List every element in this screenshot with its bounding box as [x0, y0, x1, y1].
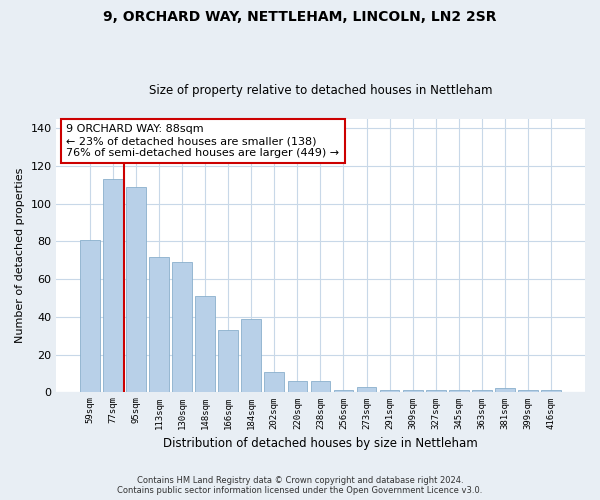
Bar — [449, 390, 469, 392]
Bar — [241, 319, 261, 392]
Bar — [426, 390, 446, 392]
Bar — [495, 388, 515, 392]
Bar — [149, 256, 169, 392]
Bar — [403, 390, 422, 392]
Bar — [541, 390, 561, 392]
Bar — [126, 187, 146, 392]
Bar — [472, 390, 492, 392]
Text: 9, ORCHARD WAY, NETTLEHAM, LINCOLN, LN2 2SR: 9, ORCHARD WAY, NETTLEHAM, LINCOLN, LN2 … — [103, 10, 497, 24]
Bar — [518, 390, 538, 392]
Bar — [218, 330, 238, 392]
X-axis label: Distribution of detached houses by size in Nettleham: Distribution of detached houses by size … — [163, 437, 478, 450]
Bar — [103, 180, 122, 392]
Bar — [172, 262, 192, 392]
Bar — [380, 390, 400, 392]
Bar — [357, 386, 376, 392]
Text: 9 ORCHARD WAY: 88sqm
← 23% of detached houses are smaller (138)
76% of semi-deta: 9 ORCHARD WAY: 88sqm ← 23% of detached h… — [67, 124, 340, 158]
Title: Size of property relative to detached houses in Nettleham: Size of property relative to detached ho… — [149, 84, 492, 97]
Bar — [334, 390, 353, 392]
Text: Contains HM Land Registry data © Crown copyright and database right 2024.
Contai: Contains HM Land Registry data © Crown c… — [118, 476, 482, 495]
Bar — [195, 296, 215, 392]
Y-axis label: Number of detached properties: Number of detached properties — [15, 168, 25, 344]
Bar — [80, 240, 100, 392]
Bar — [311, 381, 330, 392]
Bar — [265, 372, 284, 392]
Bar — [287, 381, 307, 392]
